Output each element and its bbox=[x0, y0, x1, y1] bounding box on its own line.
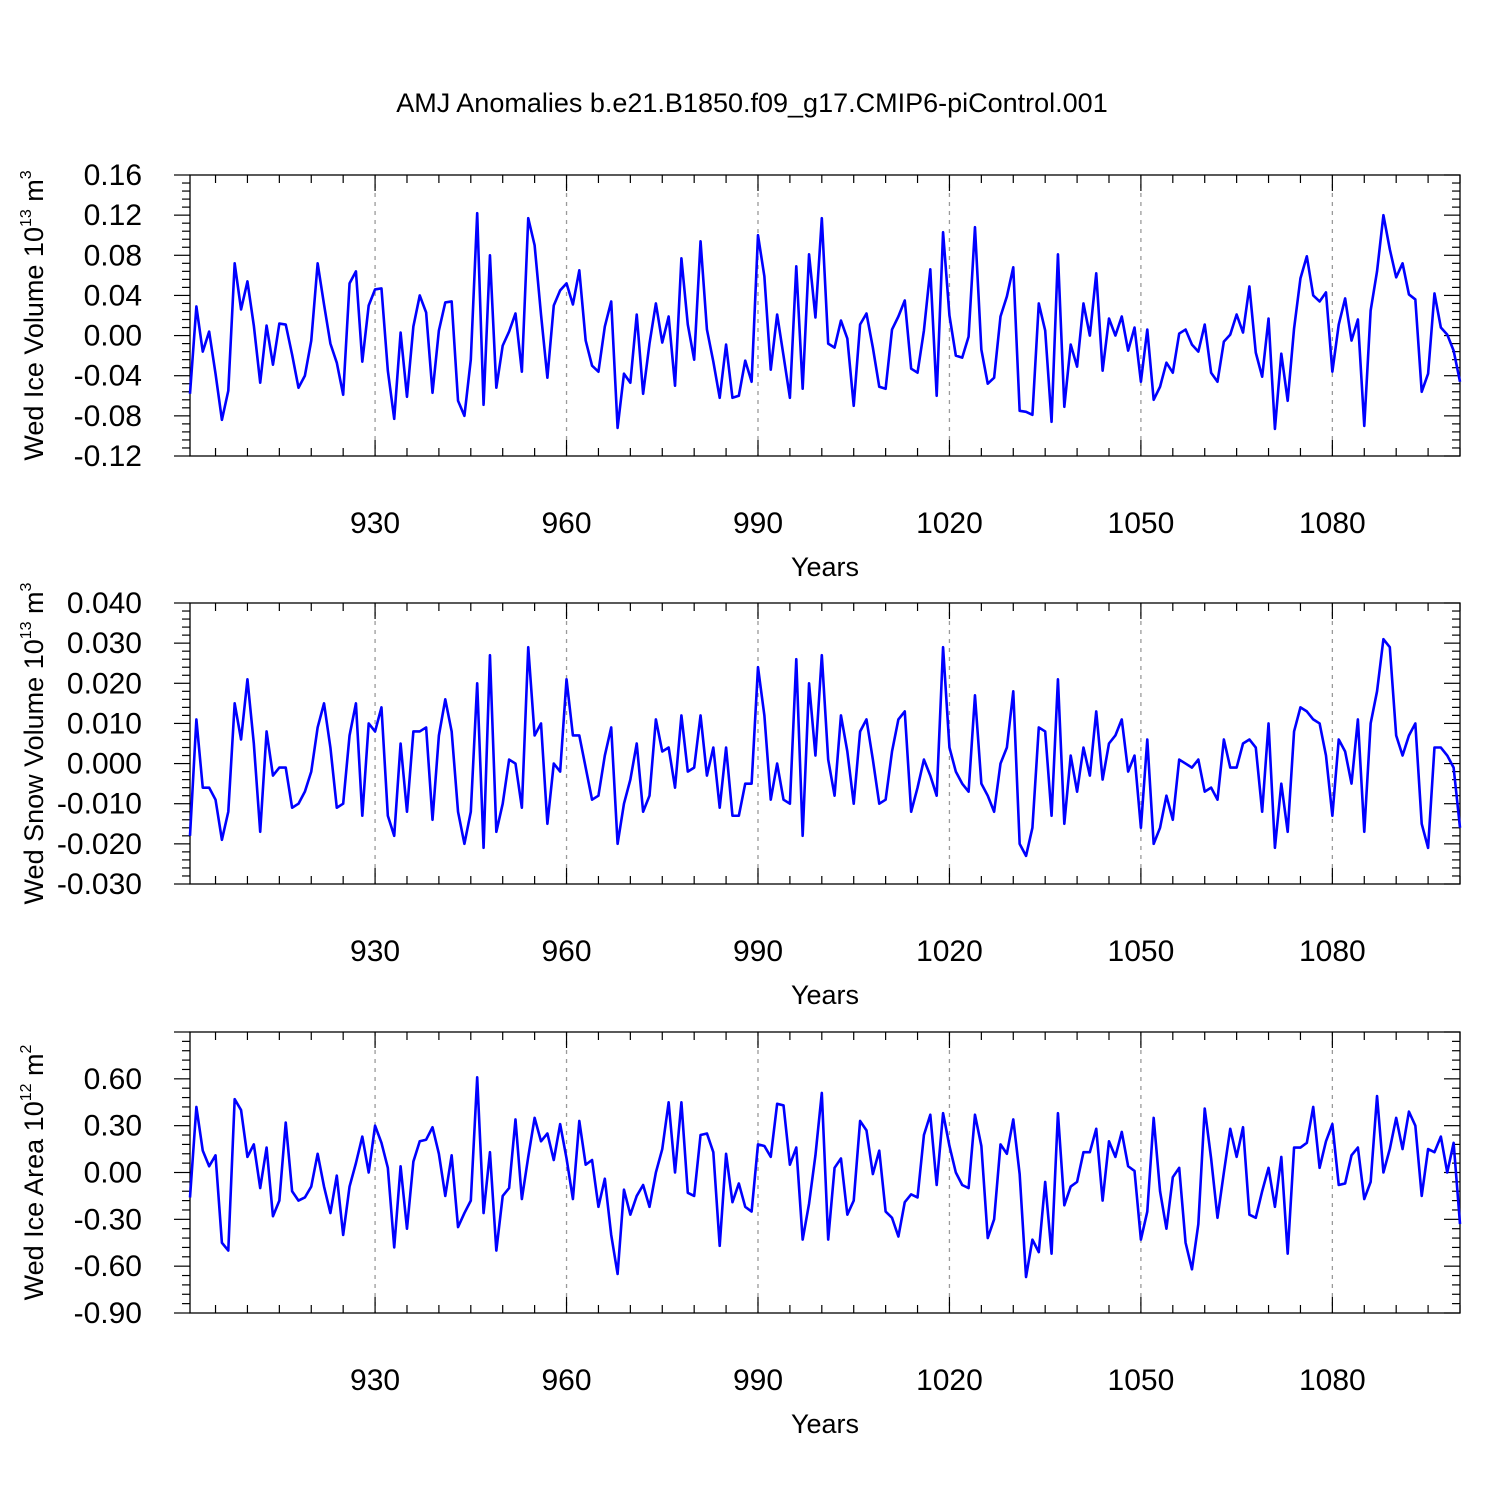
y-tick-label: 0.30 bbox=[84, 1110, 142, 1143]
y-axis-label-unit: m bbox=[19, 591, 49, 621]
y-tick-label: 0.010 bbox=[67, 707, 142, 740]
x-tick-label: 990 bbox=[733, 935, 783, 968]
y-tick-label: -0.08 bbox=[74, 400, 142, 433]
chart-panel-1: -0.12 -0.08 -0.04 0.00 0.04 0.08 0.12 0.16 930 96… bbox=[18, 159, 1462, 582]
y-axis-label-unit-exponent: 3 bbox=[18, 582, 35, 591]
x-tick-label: 930 bbox=[350, 1364, 400, 1397]
y-tick-label: -0.60 bbox=[74, 1250, 142, 1283]
y-tick-label: 0.000 bbox=[67, 748, 142, 781]
x-tick-label: 1020 bbox=[916, 1364, 983, 1397]
y-tick-label: -0.030 bbox=[57, 868, 142, 901]
y-tick-label: 0.60 bbox=[84, 1063, 142, 1096]
chart-panel-2: -0.030 -0.020 -0.010 0.000 0.010 0.020 0.030 0.… bbox=[18, 582, 1462, 1010]
series-line bbox=[188, 637, 1462, 858]
y-tick-label: 0.12 bbox=[84, 199, 142, 232]
x-tick-label: 1020 bbox=[916, 935, 983, 968]
x-tick-label: 1050 bbox=[1108, 1364, 1175, 1397]
y-tick-label: -0.30 bbox=[74, 1203, 142, 1236]
y-axis-label-text: Wed Snow Volume 10 bbox=[19, 639, 49, 904]
chart-panel-3: -0.90 -0.60 -0.30 0.00 0.30 0.60 930 960 990 1020… bbox=[18, 1031, 1462, 1439]
y-axis-label-unit: m bbox=[19, 1053, 49, 1083]
x-tick-label: 930 bbox=[350, 935, 400, 968]
y-tick-label: -0.010 bbox=[57, 788, 142, 821]
y-tick-label: 0.00 bbox=[84, 1157, 142, 1190]
y-tick-label: -0.90 bbox=[74, 1297, 142, 1330]
x-axis-label: Years bbox=[791, 980, 859, 1010]
plot-frame bbox=[189, 174, 1461, 457]
x-tick-label: 1080 bbox=[1299, 507, 1366, 540]
y-tick-label: 0.04 bbox=[84, 279, 142, 312]
y-axis-label-text: Wed Ice Area 10 bbox=[19, 1101, 49, 1300]
y-tick-label: 0.030 bbox=[67, 627, 142, 660]
y-axis-label-exponent: 13 bbox=[18, 621, 35, 639]
y-tick-label: 0.040 bbox=[67, 587, 142, 620]
y-axis-label: Wed Ice Area 1012 m2 bbox=[18, 1044, 49, 1300]
x-axis-label: Years bbox=[791, 1409, 859, 1439]
x-tick-label: 930 bbox=[350, 507, 400, 540]
page-title: AMJ Anomalies b.e21.B1850.f09_g17.CMIP6-… bbox=[396, 88, 1107, 118]
y-tick-label: 0.020 bbox=[67, 667, 142, 700]
x-tick-label: 960 bbox=[542, 1364, 592, 1397]
x-tick-label: 960 bbox=[542, 935, 592, 968]
y-tick-label: 0.00 bbox=[84, 320, 142, 353]
y-axis-label-unit-exponent: 3 bbox=[18, 170, 35, 179]
y-axis-label: Wed Ice Volume 1013 m3 bbox=[18, 170, 49, 460]
y-axis-label-unit: m bbox=[19, 179, 49, 209]
x-tick-label: 1020 bbox=[916, 507, 983, 540]
y-tick-label: -0.12 bbox=[74, 440, 142, 473]
y-tick-label: -0.020 bbox=[57, 828, 142, 861]
x-tick-label: 990 bbox=[733, 1364, 783, 1397]
y-tick-label: -0.04 bbox=[74, 360, 142, 393]
series-line bbox=[188, 211, 1462, 431]
x-tick-label: 1080 bbox=[1299, 1364, 1366, 1397]
y-axis-label-exponent: 13 bbox=[18, 209, 35, 227]
x-axis-label: Years bbox=[791, 552, 859, 582]
x-tick-label: 1050 bbox=[1108, 507, 1175, 540]
y-axis-label-text: Wed Ice Volume 10 bbox=[19, 227, 49, 461]
x-tick-label: 960 bbox=[542, 507, 592, 540]
x-tick-label: 990 bbox=[733, 507, 783, 540]
y-tick-label: 0.16 bbox=[84, 159, 142, 192]
y-axis-label: Wed Snow Volume 1013 m3 bbox=[18, 582, 49, 904]
y-tick-label: 0.08 bbox=[84, 239, 142, 272]
series-line bbox=[188, 1075, 1462, 1279]
x-tick-label: 1050 bbox=[1108, 935, 1175, 968]
plot-frame bbox=[189, 602, 1461, 885]
x-tick-label: 1080 bbox=[1299, 935, 1366, 968]
y-axis-label-exponent: 12 bbox=[18, 1083, 35, 1101]
y-axis-label-unit-exponent: 2 bbox=[18, 1044, 35, 1053]
